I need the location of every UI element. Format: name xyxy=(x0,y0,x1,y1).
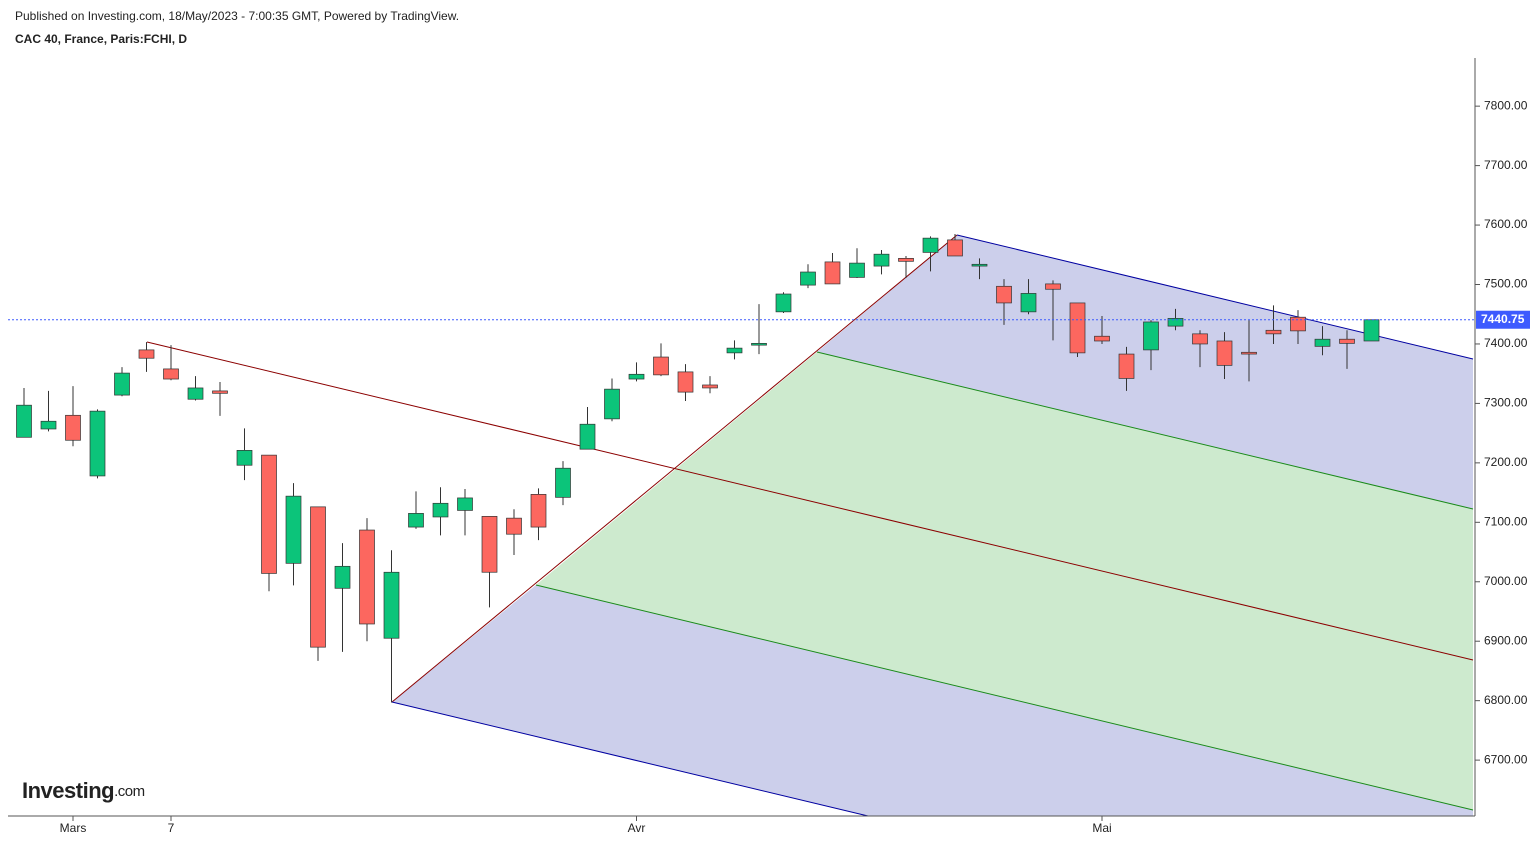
candle-body xyxy=(1241,351,1257,355)
candle-body xyxy=(1094,335,1110,342)
candle-body xyxy=(1363,319,1380,342)
last-price-box xyxy=(1476,310,1530,329)
candle-body xyxy=(261,454,277,574)
pitchfork-median xyxy=(146,341,1474,661)
candle-body xyxy=(1143,321,1159,351)
y-tick-label: 6800.00 xyxy=(1484,693,1528,707)
candle-body xyxy=(212,390,228,394)
candle-body xyxy=(16,404,32,438)
candle-body xyxy=(383,571,400,639)
candle-body xyxy=(1045,283,1061,290)
candle-body xyxy=(726,347,743,354)
candle-body xyxy=(506,517,522,535)
y-tick-label: 6700.00 xyxy=(1484,752,1528,766)
candle-body xyxy=(187,387,204,400)
candle-body xyxy=(1290,316,1306,332)
candle-body xyxy=(1118,353,1135,379)
candle-body xyxy=(65,414,81,441)
candles xyxy=(16,233,1380,703)
candle-body xyxy=(555,467,571,498)
candle-body xyxy=(800,271,816,286)
candle-body xyxy=(457,497,473,511)
y-tick-label: 7000.00 xyxy=(1484,574,1528,588)
logo-suffix: .com xyxy=(114,783,145,800)
logo-text: Investing xyxy=(22,778,114,803)
y-tick-label: 7600.00 xyxy=(1484,217,1528,231)
candle-body xyxy=(1314,338,1331,347)
pitchfork-tine xyxy=(956,234,1474,360)
candle-body xyxy=(334,565,351,589)
x-tick-label: Avr xyxy=(628,821,646,835)
candle-body xyxy=(971,263,988,267)
x-tick-label: Mars xyxy=(60,821,87,835)
last-price-label: 7440.75 xyxy=(1481,312,1525,326)
x-tick-label: Mai xyxy=(1092,821,1111,835)
candle-body xyxy=(359,529,375,625)
pitchfork-zone xyxy=(817,235,1473,509)
y-tick-label: 7700.00 xyxy=(1484,158,1528,172)
pitchfork-zone xyxy=(536,352,1473,810)
candle-body xyxy=(1339,338,1355,344)
logo: Investing.com xyxy=(22,778,145,803)
y-tick-label: 7200.00 xyxy=(1484,455,1528,469)
candle-body xyxy=(163,368,179,380)
candle-body xyxy=(1265,329,1282,335)
candle-body xyxy=(481,516,498,573)
candle-body xyxy=(824,261,841,285)
candle-body xyxy=(236,450,253,466)
candle-body xyxy=(922,237,939,253)
y-tick-label: 7800.00 xyxy=(1484,98,1528,112)
candle-body xyxy=(285,495,302,564)
candle-body xyxy=(873,253,890,267)
x-tick-label: 7 xyxy=(168,821,175,835)
candle-body xyxy=(653,356,669,376)
candle-body xyxy=(604,388,620,420)
y-tick-label: 7400.00 xyxy=(1484,336,1528,350)
pitchfork-inner xyxy=(816,351,1474,510)
y-tick-label: 7300.00 xyxy=(1484,396,1528,410)
published-note: Published on Investing.com, 18/May/2023 … xyxy=(15,9,459,23)
y-tick-label: 7500.00 xyxy=(1484,277,1528,291)
candle-body xyxy=(677,371,694,393)
candle-body xyxy=(1216,340,1233,366)
candle-body xyxy=(775,293,792,313)
y-tick-label: 7100.00 xyxy=(1484,514,1528,528)
candle-body xyxy=(310,506,326,648)
candle-body xyxy=(1069,302,1086,354)
y-tick-label: 6900.00 xyxy=(1484,633,1528,647)
pitchfork-inner xyxy=(535,584,1474,811)
candle-body xyxy=(947,239,963,257)
candle-body xyxy=(1167,318,1184,327)
pitchfork-zone xyxy=(392,585,1473,816)
candle-body xyxy=(849,262,865,278)
candle-body xyxy=(702,384,718,389)
pitchfork-tine xyxy=(391,701,869,817)
candle-body xyxy=(1020,293,1037,313)
candle-body xyxy=(996,285,1012,304)
candle-body xyxy=(530,494,547,528)
candle-body xyxy=(628,373,645,380)
candle-body xyxy=(751,343,767,346)
candle-body xyxy=(408,513,424,528)
candle-body xyxy=(89,410,106,477)
candle-body xyxy=(898,257,914,262)
candle-body xyxy=(432,502,449,518)
candle-body xyxy=(579,423,596,450)
pitchfork xyxy=(146,234,1474,817)
candle-body xyxy=(138,349,155,359)
candle-body xyxy=(1192,333,1208,345)
chart-title: CAC 40, France, Paris:FCHI, D xyxy=(15,32,187,46)
candle-body xyxy=(114,372,130,396)
candle-body xyxy=(40,420,57,430)
